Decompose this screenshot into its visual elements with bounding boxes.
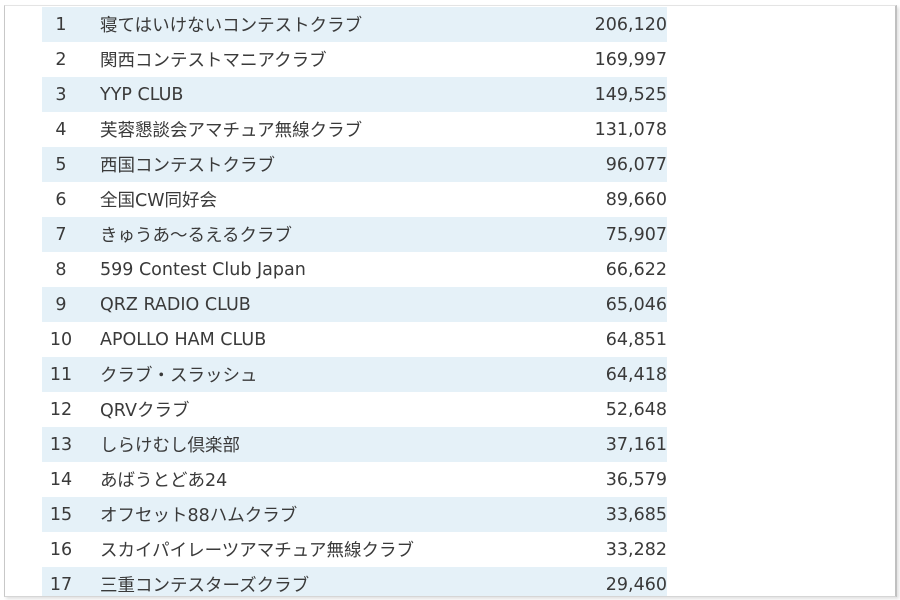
table-row: 6 全国CW同好会 89,660 [42,182,667,217]
club-name-cell: QRVクラブ [100,401,190,421]
score-cell: 149,525 [594,84,667,105]
table-row: 15 オフセット88ハムクラブ 33,685 [42,497,667,532]
rank-cell: 17 [49,574,73,595]
score-cell: 131,078 [594,119,667,140]
club-name-cell: 関西コンテストマニアクラブ [100,51,327,71]
score-cell: 96,077 [605,154,667,175]
club-name-cell: QRZ RADIO CLUB [100,294,251,315]
rank-cell: 10 [49,329,73,350]
score-cell: 206,120 [594,14,667,35]
table-row: 1 寝てはいけないコンテストクラブ 206,120 [42,7,667,42]
rank-cell: 5 [55,154,67,175]
rank-cell: 3 [55,84,67,105]
club-name-cell: あばうとどあ24 [100,471,228,491]
club-name-cell: 芙蓉懇談会アマチュア無線クラブ [100,121,363,141]
score-cell: 169,997 [594,49,667,70]
rank-cell: 9 [55,294,67,315]
club-name-cell: きゅうあ～るえるクラブ [100,226,292,246]
score-cell: 37,161 [605,434,667,455]
club-name-cell: 三重コンテスターズクラブ [100,576,310,596]
table-row: 2 関西コンテストマニアクラブ 169,997 [42,42,667,77]
table-row: 14 あばうとどあ24 36,579 [42,462,667,497]
table-row: 8 599 Contest Club Japan 66,622 [42,252,667,287]
table-row: 7 きゅうあ～るえるクラブ 75,907 [42,217,667,252]
rank-cell: 11 [49,364,73,385]
table-row: 10 APOLLO HAM CLUB 64,851 [42,322,667,357]
rank-cell: 1 [55,14,67,35]
club-name-cell: オフセット88ハムクラブ [100,506,298,526]
rank-cell: 16 [49,539,73,560]
club-name-cell: クラブ・スラッシュ [100,366,258,386]
rank-cell: 15 [49,504,73,525]
club-name-cell: 599 Contest Club Japan [100,259,306,280]
rank-cell: 2 [55,49,67,70]
ranking-table: 1 寝てはいけないコンテストクラブ 206,120 2 関西コンテストマニアクラ… [42,7,667,596]
table-row: 17 三重コンテスターズクラブ 29,460 [42,567,667,596]
table-row: 16 スカイパイレーツアマチュア無線クラブ 33,282 [42,532,667,567]
score-cell: 29,460 [605,574,667,595]
score-cell: 66,622 [605,259,667,280]
table-row: 5 西国コンテストクラブ 96,077 [42,147,667,182]
club-name-cell: しらけむし倶楽部 [100,436,240,456]
score-cell: 52,648 [605,399,667,420]
club-name-cell: 全国CW同好会 [100,191,218,211]
score-cell: 36,579 [605,469,667,490]
rank-cell: 13 [49,434,73,455]
rank-cell: 12 [49,399,73,420]
club-name-cell: YYP CLUB [100,84,184,105]
rank-cell: 4 [55,119,67,140]
rank-cell: 6 [55,189,67,210]
score-cell: 65,046 [605,294,667,315]
table-row: 11 クラブ・スラッシュ 64,418 [42,357,667,392]
score-cell: 33,685 [605,504,667,525]
table-row: 13 しらけむし倶楽部 37,161 [42,427,667,462]
rank-cell: 7 [55,224,67,245]
table-row: 9 QRZ RADIO CLUB 65,046 [42,287,667,322]
ranking-panel: 1 寝てはいけないコンテストクラブ 206,120 2 関西コンテストマニアクラ… [4,5,897,597]
club-name-cell: スカイパイレーツアマチュア無線クラブ [100,541,414,561]
rank-cell: 8 [55,259,67,280]
score-cell: 64,418 [605,364,667,385]
score-cell: 89,660 [605,189,667,210]
score-cell: 33,282 [605,539,667,560]
score-cell: 75,907 [605,224,667,245]
score-cell: 64,851 [605,329,667,350]
club-name-cell: 西国コンテストクラブ [100,156,275,176]
table-row: 3 YYP CLUB 149,525 [42,77,667,112]
club-name-cell: 寝てはいけないコンテストクラブ [100,16,363,36]
table-row: 4 芙蓉懇談会アマチュア無線クラブ 131,078 [42,112,667,147]
rank-cell: 14 [49,469,73,490]
table-row: 12 QRVクラブ 52,648 [42,392,667,427]
club-name-cell: APOLLO HAM CLUB [100,329,267,350]
